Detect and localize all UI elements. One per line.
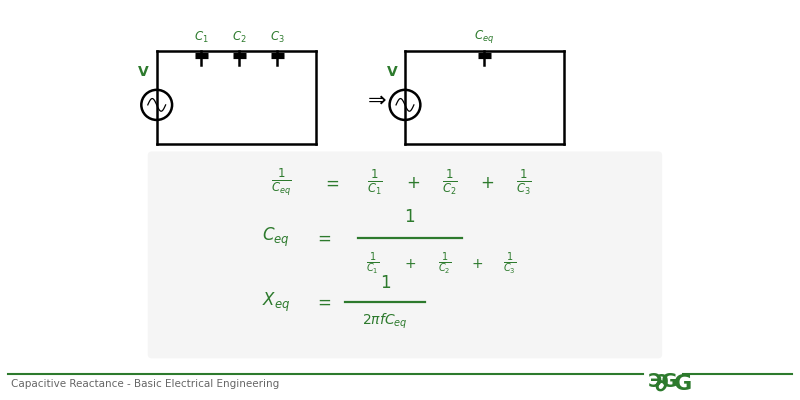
Text: ЭG: ЭG (648, 372, 678, 391)
Text: $1$: $1$ (404, 208, 415, 226)
Text: $+$: $+$ (406, 174, 420, 192)
Text: $\frac{1}{C_{eq}}$: $\frac{1}{C_{eq}}$ (270, 167, 291, 198)
Text: $\frac{1}{C_2}$: $\frac{1}{C_2}$ (442, 168, 458, 197)
Text: V: V (386, 65, 398, 79)
FancyBboxPatch shape (148, 152, 662, 358)
Text: $\frac{1}{C_1}$: $\frac{1}{C_1}$ (367, 168, 383, 197)
Text: $=$: $=$ (314, 293, 331, 311)
Text: Capacitive Reactance - Basic Electrical Engineering: Capacitive Reactance - Basic Electrical … (10, 379, 279, 389)
Text: $\frac{1}{C_2}$: $\frac{1}{C_2}$ (438, 251, 451, 277)
Text: $1$: $1$ (379, 274, 390, 292)
Text: $C_1$: $C_1$ (194, 30, 209, 44)
Text: $C_3$: $C_3$ (270, 30, 285, 44)
Text: $\frac{1}{C_3}$: $\frac{1}{C_3}$ (502, 251, 516, 277)
Text: $+$: $+$ (480, 174, 494, 192)
Text: ∂: ∂ (654, 372, 668, 396)
Text: $\frac{1}{C_1}$: $\frac{1}{C_1}$ (366, 251, 379, 277)
Text: $\Rightarrow$: $\Rightarrow$ (363, 90, 387, 110)
Text: G: G (674, 374, 692, 394)
Text: $\frac{1}{C_3}$: $\frac{1}{C_3}$ (516, 168, 532, 197)
Text: $C_{eq}$: $C_{eq}$ (474, 28, 494, 44)
Text: $2\pi f C_{eq}$: $2\pi f C_{eq}$ (362, 312, 408, 331)
Text: $=$: $=$ (314, 229, 331, 247)
Text: $+$: $+$ (471, 257, 483, 271)
Text: $C_{eq}$: $C_{eq}$ (262, 226, 290, 250)
Text: V: V (138, 65, 149, 79)
Text: $=$: $=$ (322, 174, 339, 192)
Text: $C_2$: $C_2$ (232, 30, 246, 44)
Text: $+$: $+$ (404, 257, 416, 271)
Text: $X_{eq}$: $X_{eq}$ (262, 290, 290, 314)
